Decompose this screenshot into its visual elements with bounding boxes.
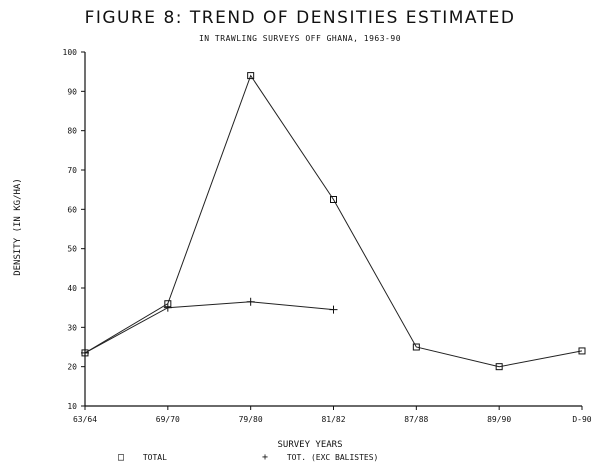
y-tick-label: 20	[67, 363, 77, 372]
square-marker	[412, 343, 420, 351]
series-line-2	[84, 301, 334, 354]
x-axis-label: SURVEY YEARS	[277, 440, 343, 450]
plot-axes	[84, 52, 582, 407]
y-ticks: 10 20 30 40 50 60 70 80 90 100	[63, 48, 85, 411]
square-marker-icon: □	[118, 452, 125, 463]
square-marker	[247, 72, 255, 80]
x-tick-label: 69/70	[156, 415, 180, 424]
y-tick-label: 60	[67, 205, 77, 214]
x-tick-label: 63/64	[73, 415, 97, 424]
plus-marker	[246, 297, 255, 306]
x-tick-label: 87/88	[404, 415, 428, 424]
y-tick-label: 100	[63, 48, 78, 57]
y-tick-label: 30	[67, 323, 77, 332]
square-marker	[578, 347, 586, 355]
legend-label-exc-balistes: TOT. (EXC BALISTES)	[286, 453, 379, 462]
x-tick-label: 79/80	[239, 415, 263, 424]
y-tick-label: 50	[67, 245, 77, 254]
series-group	[81, 72, 586, 371]
legend-item-total: □ TOTAL	[118, 452, 167, 463]
chart-subtitle: IN TRAWLING SURVEYS OFF GHANA, 1963-90	[198, 34, 402, 43]
legend-item-exc-balistes: + TOT. (EXC BALISTES)	[262, 452, 378, 463]
chart-title: FIGURE 8: TREND OF DENSITIES ESTIMATED	[84, 8, 516, 28]
plus-marker	[81, 348, 89, 357]
plus-marker	[163, 303, 172, 312]
x-tick-label: D-90	[572, 415, 591, 424]
series-line-1	[84, 74, 583, 368]
y-tick-label: 70	[67, 166, 77, 175]
y-tick-label: 90	[67, 87, 77, 96]
plus-marker	[329, 305, 338, 314]
legend-label-total: TOTAL	[142, 453, 167, 462]
y-tick-label: 10	[67, 402, 77, 411]
plus-marker-icon: +	[262, 452, 269, 463]
x-ticks: 63/64 69/70 79/80 81/82 87/88 89/90 D-90	[73, 406, 592, 424]
y-tick-label: 80	[67, 127, 77, 136]
y-tick-label: 40	[67, 284, 77, 293]
square-marker	[330, 196, 337, 203]
x-tick-label: 89/90	[487, 415, 511, 424]
x-tick-label: 81/82	[321, 415, 345, 424]
square-marker	[495, 363, 503, 371]
